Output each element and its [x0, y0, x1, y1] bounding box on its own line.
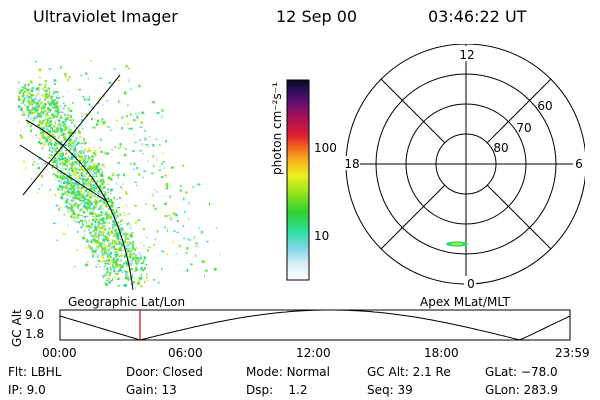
mlt-label-bg-top: [460, 46, 474, 61]
mlt-label-12: 12: [459, 48, 474, 62]
polar-diag-3: [486, 78, 552, 144]
status-seq: Seq: 39: [367, 383, 413, 397]
colorbar-tick-100: 100: [314, 141, 337, 155]
observation-time: 03:46:22 UT: [428, 7, 527, 26]
observation-date: 12 Sep 00: [276, 7, 358, 26]
geo-grid-line-1: [19, 144, 109, 203]
color-gradient: [286, 79, 310, 281]
status-ip: IP: 9.0: [8, 383, 46, 397]
x-tick-2359: 23:59: [555, 346, 590, 360]
mlt-label-6: 6: [575, 157, 583, 171]
status-gc-alt: GC Alt: 2.1 Re: [367, 365, 451, 379]
status-mode: Mode: Normal: [246, 365, 330, 379]
colorbar-tick-10: 10: [314, 229, 330, 243]
status-gain: Gain: 13: [126, 383, 177, 397]
polar-diag-2: [486, 184, 552, 250]
mlt-label-bg-right: [573, 156, 585, 170]
colorbar-unit-label: photon cm⁻²s⁻¹: [270, 82, 284, 175]
mlt-label-bg-left: [342, 156, 360, 170]
polar-mlt-plot: 12 18 6 0 60 70 80: [342, 44, 585, 289]
x-tick-0600: 06:00: [168, 346, 203, 360]
y-tick-1-8: 1.8: [25, 327, 45, 341]
polar-diag-1: [380, 78, 446, 144]
mlt-label-18: 18: [344, 157, 359, 171]
y-tick-9: 9.0: [25, 308, 45, 322]
x-tick-0000: 00:00: [42, 346, 77, 360]
geographic-latlon-label: Geographic Lat/Lon: [68, 295, 186, 309]
timeline-frame: [59, 309, 571, 341]
status-glon: GLon: 283.9: [485, 383, 558, 397]
lat-label-80: 80: [493, 141, 508, 155]
geo-grid-curve: [25, 119, 134, 290]
apex-mlat-mlt-label: Apex MLat/MLT: [420, 295, 510, 309]
polar-aurora-core: [451, 242, 463, 246]
polar-diag-4: [380, 184, 446, 250]
x-tick-1200: 12:00: [296, 346, 331, 360]
geographic-aurora-image: [18, 60, 221, 290]
instrument-title: Ultraviolet Imager: [33, 7, 178, 26]
color-scale-bar: [286, 79, 310, 281]
aurora-emission-speckle: [18, 60, 221, 290]
lat-label-60: 60: [537, 99, 552, 113]
lat-label-70: 70: [516, 121, 531, 135]
gc-alt-axis-label: GC Alt: [10, 309, 24, 347]
mlt-label-0: 0: [467, 277, 475, 289]
mlt-label-bg-bottom: [464, 276, 476, 289]
altitude-curve: [59, 309, 571, 341]
status-dsp: Dsp: 1.2: [246, 383, 308, 397]
status-door: Door: Closed: [126, 365, 203, 379]
status-filter: Flt: LBHL: [8, 365, 62, 379]
status-glat: GLat: −78.0: [485, 365, 558, 379]
x-tick-1800: 18:00: [424, 346, 459, 360]
altitude-timeline-plot: [59, 309, 571, 341]
geo-grid-line-2: [22, 74, 121, 196]
